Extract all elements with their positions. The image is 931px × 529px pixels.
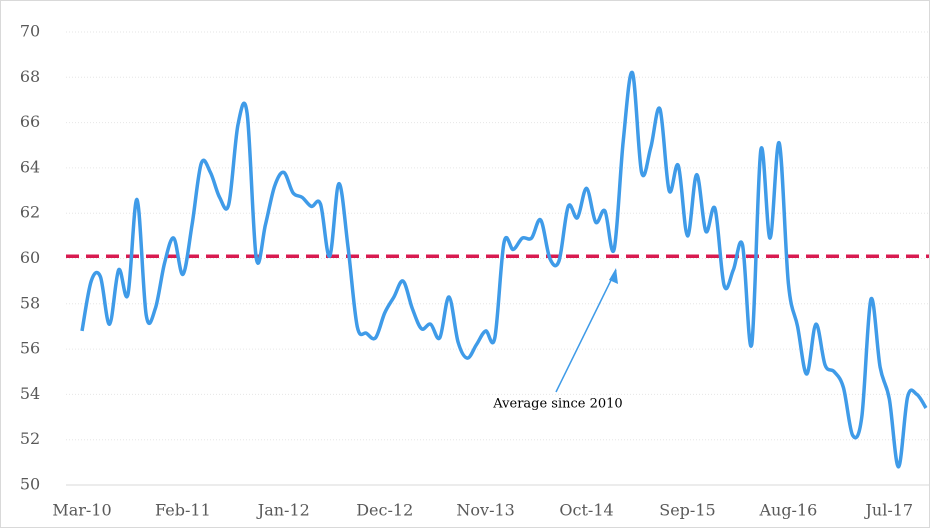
x-tick-label: Nov-13 xyxy=(456,501,514,520)
series-line xyxy=(80,70,928,469)
y-tick-label: 58 xyxy=(20,293,40,312)
x-tick-label: Mar-10 xyxy=(52,501,111,520)
y-tick-label: 50 xyxy=(20,475,40,494)
arrow-head xyxy=(609,268,618,284)
x-tick-label: Aug-16 xyxy=(758,501,817,520)
y-tick-label: 54 xyxy=(20,384,40,403)
y-tick-label: 60 xyxy=(20,248,40,267)
x-tick-label: Feb-11 xyxy=(155,501,211,520)
y-tick-label: 62 xyxy=(20,203,40,222)
annotation-arrow xyxy=(555,269,617,393)
y-tick-label: 66 xyxy=(20,112,40,131)
y-tick-label: 52 xyxy=(20,429,40,448)
x-tick-label: Jan-12 xyxy=(256,501,310,520)
y-tick-label: 68 xyxy=(20,67,40,86)
x-tick-label: Jul-17 xyxy=(863,501,913,520)
annotation: Average since 2010 xyxy=(492,397,622,412)
y-tick-label: 56 xyxy=(20,339,40,358)
x-tick-label: Sep-15 xyxy=(659,501,715,520)
x-tick-label: Dec-12 xyxy=(356,501,413,520)
y-tick-label: 64 xyxy=(20,157,40,176)
x-tick-label: Oct-14 xyxy=(559,501,613,520)
y-tick-label: 70 xyxy=(20,22,40,41)
